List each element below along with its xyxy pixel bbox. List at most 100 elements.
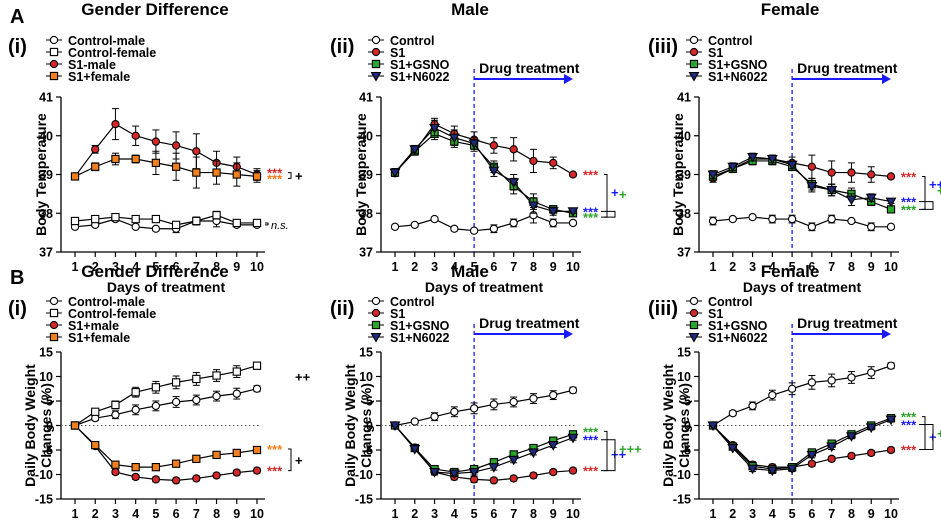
legend-marker xyxy=(370,71,382,82)
panel-label: (i) xyxy=(8,36,27,58)
x-tick-label: 5 xyxy=(152,260,159,274)
legend-marker xyxy=(371,308,381,318)
significance-label: +++ xyxy=(619,442,642,457)
x-tick-label: 4 xyxy=(132,260,139,274)
data-point xyxy=(867,170,876,179)
data-point xyxy=(766,154,778,165)
x-tick-label: 8 xyxy=(213,507,220,521)
data-point xyxy=(568,466,578,475)
significance-label: + xyxy=(611,185,619,200)
x-tick-label: 8 xyxy=(530,507,537,521)
y-tick-label: 5 xyxy=(366,395,373,409)
x-tick-label: 9 xyxy=(868,507,875,521)
x-tick-label: 8 xyxy=(848,260,855,274)
series-Control xyxy=(390,206,578,235)
series-S1+female xyxy=(70,150,262,189)
significance-label: *** xyxy=(901,443,917,458)
data-point xyxy=(885,197,897,208)
x-tick-label: 9 xyxy=(550,260,557,274)
legend-marker xyxy=(371,35,381,45)
data-point xyxy=(568,170,578,179)
x-tick-label: 6 xyxy=(490,507,497,521)
significance-label: *** xyxy=(267,442,283,457)
significance-bracket xyxy=(922,416,926,451)
legend-label: S1+N6022 xyxy=(708,331,767,345)
data-point xyxy=(131,222,140,231)
data-point xyxy=(151,224,161,233)
series-Control-male xyxy=(70,214,262,234)
data-point xyxy=(806,450,818,461)
data-point xyxy=(827,454,836,463)
data-point xyxy=(409,444,421,455)
y-axis-label-line: Changes (%) xyxy=(358,383,374,468)
data-point xyxy=(509,474,518,483)
panel-title: Gender Difference xyxy=(81,0,228,19)
series-line xyxy=(712,216,891,228)
x-tick-label: 1 xyxy=(72,507,79,521)
data-point xyxy=(568,218,578,228)
x-tick-label: 6 xyxy=(173,507,180,521)
data-point xyxy=(846,195,857,206)
panel-title: Gender Difference xyxy=(81,262,228,281)
data-point xyxy=(468,467,480,478)
x-tick-label: 2 xyxy=(729,260,736,274)
data-point xyxy=(865,423,877,434)
data-point xyxy=(747,153,758,163)
x-tick-label: 4 xyxy=(769,507,776,521)
data-point xyxy=(488,166,500,177)
data-point xyxy=(547,441,559,451)
data-point xyxy=(389,168,401,179)
x-tick-label: 5 xyxy=(789,507,796,521)
x-tick-label: 10 xyxy=(566,507,580,521)
data-point xyxy=(70,421,80,430)
data-point xyxy=(549,467,558,477)
legend-marker xyxy=(370,332,382,343)
y-tick-label: 37 xyxy=(359,246,373,260)
legend-marker xyxy=(49,59,59,69)
x-tick-label: 8 xyxy=(213,260,220,274)
x-tick-label: 5 xyxy=(471,260,478,274)
data-point xyxy=(389,421,401,432)
panel-A-iii: Female(iii) ControlS1S1+GSNOS1+N602237383… xyxy=(648,0,941,295)
data-point xyxy=(232,367,241,376)
x-tick-label: 7 xyxy=(193,507,200,521)
y-tick-label: -5 xyxy=(362,444,373,458)
y-tick-label: 5 xyxy=(46,395,53,409)
data-point xyxy=(826,185,838,196)
series-Control xyxy=(390,386,578,430)
data-point xyxy=(171,162,181,171)
data-point xyxy=(131,214,140,224)
series-line xyxy=(394,425,574,475)
series-S1+GSNO xyxy=(708,413,896,474)
legend-label: Control-male xyxy=(68,295,145,309)
x-tick-label: 5 xyxy=(152,507,159,521)
data-point xyxy=(707,421,719,432)
data-point xyxy=(252,218,262,228)
y-axis-label: Body Temperature xyxy=(353,113,369,236)
series-S1-male xyxy=(70,108,262,181)
data-point xyxy=(212,371,221,380)
significance-label: *** xyxy=(583,204,599,219)
data-point xyxy=(91,214,100,224)
y-axis-label-line: Daily Body Weight xyxy=(22,364,38,487)
data-point xyxy=(91,407,100,416)
data-point xyxy=(252,384,262,393)
legend-label: S1+female xyxy=(68,70,130,84)
significance-label: *** xyxy=(583,464,599,479)
legend-label: S1 xyxy=(708,307,723,321)
legend-marker xyxy=(689,47,699,57)
data-point xyxy=(409,145,421,155)
data-point xyxy=(846,432,857,442)
legend-label: Control xyxy=(708,34,752,48)
data-point xyxy=(151,158,161,168)
panel-label: (i) xyxy=(8,298,27,320)
panel-A-i: Gender Difference (i) Control-maleControl-… xyxy=(8,0,303,295)
data-point xyxy=(252,361,262,370)
data-point xyxy=(448,133,460,144)
y-tick-label: 10 xyxy=(677,370,691,384)
series-line xyxy=(394,214,573,232)
legend-label: S1 xyxy=(708,46,723,60)
series-line xyxy=(74,218,257,230)
x-tick-label: 3 xyxy=(112,507,119,521)
